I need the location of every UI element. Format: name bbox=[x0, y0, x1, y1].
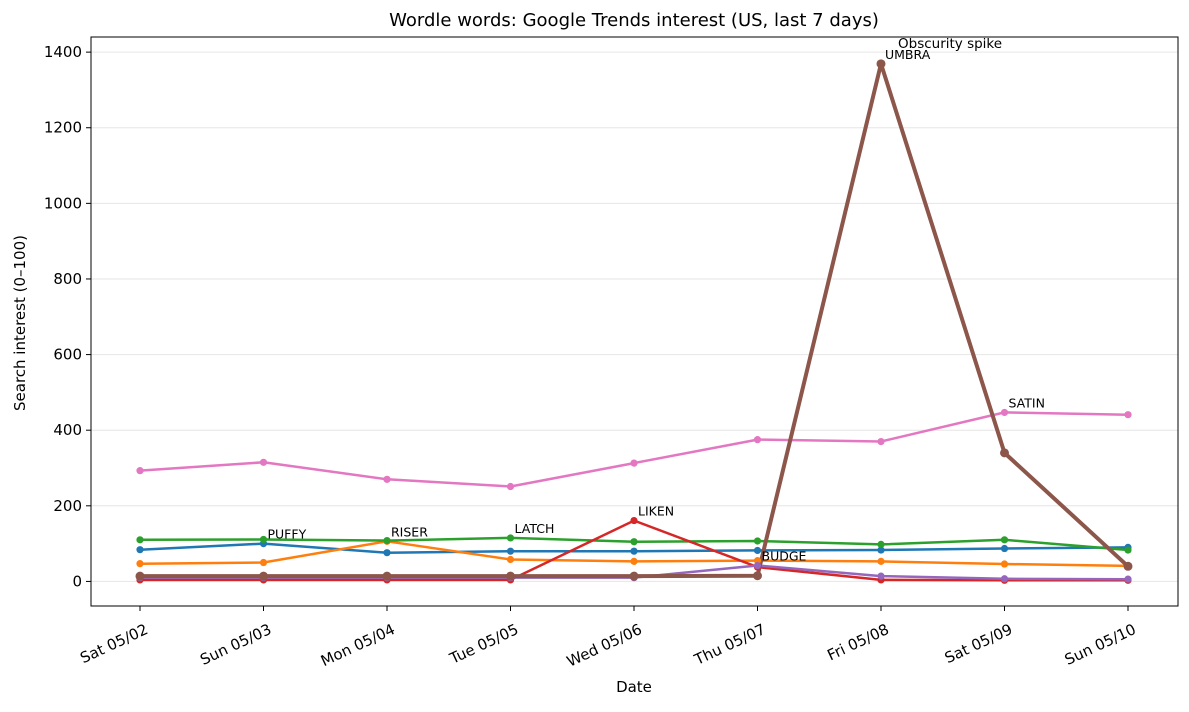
data-point-puffy bbox=[383, 549, 391, 557]
data-point-riser bbox=[630, 557, 638, 565]
data-point-riser bbox=[506, 555, 515, 564]
series-label-puffy: PUFFY bbox=[268, 527, 307, 542]
data-point-umbra bbox=[753, 571, 762, 581]
x-axis: Sat 05/02 Sun 05/03 Mon 05/04 Tue 05/05 Wed … bbox=[77, 606, 1139, 671]
series-label-riser: RISER bbox=[391, 524, 428, 539]
data-point-umbra bbox=[1123, 561, 1133, 571]
x-tick-label: Sat 05/09 bbox=[942, 620, 1015, 667]
x-tick-label: Fri 05/08 bbox=[824, 620, 891, 664]
data-point-satin bbox=[1124, 411, 1132, 419]
y-tick-label: 1200 bbox=[44, 119, 82, 137]
series-label-satin: SATIN bbox=[1009, 395, 1045, 410]
series-label-liken: LIKEN bbox=[638, 504, 674, 519]
data-point-puffy bbox=[753, 546, 762, 555]
data-point-satin bbox=[1000, 408, 1009, 417]
chart-title: Wordle words: Google Trends interest (US… bbox=[389, 10, 879, 31]
data-point-satin bbox=[753, 436, 762, 444]
data-point-puffy bbox=[630, 547, 638, 555]
data-point-umbra bbox=[506, 571, 515, 581]
y-tick-label: 1400 bbox=[44, 43, 82, 61]
data-point-puffy bbox=[506, 547, 515, 555]
data-point-satin bbox=[630, 459, 638, 467]
series-line-satin bbox=[138, 411, 1130, 488]
data-point-riser bbox=[1000, 560, 1009, 568]
series-label-latch: LATCH bbox=[515, 521, 555, 536]
data-point-riser bbox=[259, 558, 268, 567]
y-tick-label: 200 bbox=[53, 497, 82, 515]
x-tick-label: Sun 05/03 bbox=[197, 620, 274, 669]
data-point-latch bbox=[630, 538, 638, 546]
data-point-satin bbox=[383, 475, 391, 483]
data-point-puffy bbox=[877, 546, 885, 554]
data-point-latch bbox=[383, 536, 391, 545]
data-point-latch bbox=[506, 534, 515, 542]
data-point-puffy bbox=[1000, 544, 1009, 553]
y-axis-title: Search interest (0–100) bbox=[11, 235, 29, 411]
y-tick-label: 0 bbox=[72, 572, 82, 590]
data-point-latch bbox=[136, 536, 144, 544]
y-tick-label: 600 bbox=[53, 346, 82, 364]
y-axis: 0 200 400 600 800 1000 1200 1400 bbox=[44, 43, 91, 590]
grid-lines bbox=[91, 51, 1178, 582]
data-point-liken bbox=[630, 516, 638, 525]
annotation: Obscurity spike bbox=[898, 36, 1002, 52]
series-line-umbra bbox=[138, 61, 1130, 579]
data-point-riser bbox=[877, 557, 885, 565]
x-tick-label: Wed 05/06 bbox=[564, 620, 645, 670]
data-point-umbra bbox=[259, 571, 268, 581]
data-point-latch bbox=[1124, 546, 1132, 554]
data-point-umbra bbox=[1000, 448, 1009, 458]
data-point-latch bbox=[1000, 536, 1009, 544]
data-point-umbra bbox=[876, 59, 886, 69]
data-point-satin bbox=[259, 458, 268, 466]
x-tick-label: Thu 05/07 bbox=[691, 620, 769, 669]
series-label-umbra: UMBRA bbox=[885, 47, 931, 62]
y-tick-label: 1000 bbox=[44, 194, 82, 212]
data-points bbox=[135, 59, 1133, 584]
data-point-umbra bbox=[135, 571, 145, 581]
data-point-umbra bbox=[629, 571, 639, 581]
data-point-budge bbox=[877, 572, 885, 580]
data-point-riser bbox=[136, 560, 144, 568]
x-tick-label: Sun 05/10 bbox=[1062, 620, 1139, 669]
data-point-budge bbox=[1000, 575, 1009, 583]
series-label-budge: BUDGE bbox=[762, 549, 807, 564]
data-point-umbra bbox=[382, 571, 392, 581]
data-point-latch bbox=[753, 537, 762, 545]
series-lines bbox=[138, 61, 1130, 582]
data-point-satin bbox=[877, 437, 885, 446]
data-point-budge bbox=[753, 561, 762, 570]
x-tick-label: Tue 05/05 bbox=[446, 620, 521, 668]
data-point-budge bbox=[1124, 575, 1132, 583]
y-tick-label: 800 bbox=[53, 270, 82, 288]
x-axis-title: Date bbox=[616, 678, 652, 696]
data-point-latch bbox=[259, 535, 268, 544]
series-labels: PUFFY RISER LATCH LIKEN BUDGE SATIN UMBRAObscu… bbox=[268, 36, 1045, 564]
x-tick-label: Sat 05/02 bbox=[77, 620, 150, 667]
data-point-puffy bbox=[136, 546, 144, 554]
x-tick-label: Mon 05/04 bbox=[318, 620, 398, 670]
data-point-satin bbox=[506, 482, 515, 491]
data-point-latch bbox=[877, 540, 885, 548]
y-tick-label: 400 bbox=[53, 421, 82, 439]
data-point-satin bbox=[136, 467, 144, 475]
